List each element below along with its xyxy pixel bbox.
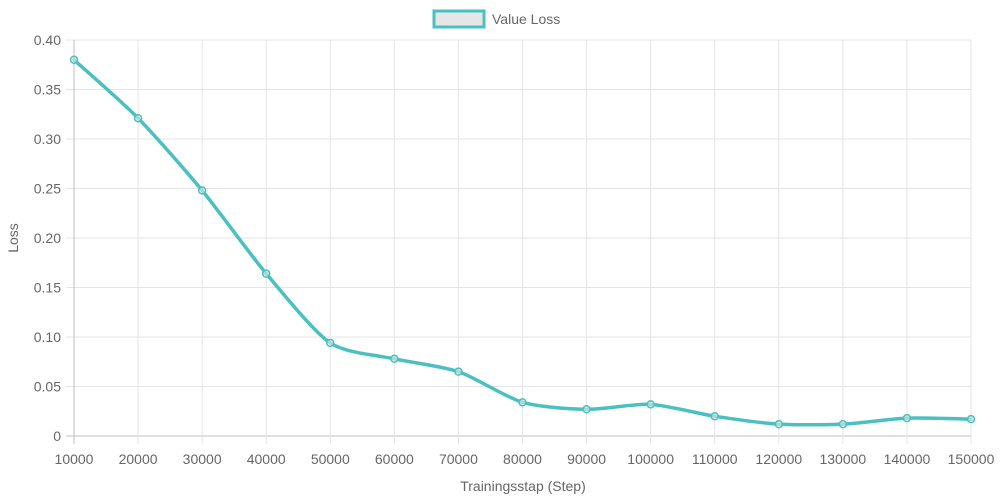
data-point — [69, 55, 79, 65]
x-tick-label: 140000 — [884, 451, 931, 467]
data-point — [838, 419, 848, 429]
x-axis-title: Trainingsstap (Step) — [460, 478, 586, 494]
x-tick-label: 100000 — [627, 451, 674, 467]
x-tick-label: 70000 — [439, 451, 478, 467]
data-point — [133, 113, 143, 123]
y-tick-label: 0.40 — [34, 32, 61, 48]
y-tick-label: 0.05 — [34, 379, 61, 395]
y-tick-label: 0.15 — [34, 280, 61, 296]
y-tick-label: 0.20 — [34, 230, 61, 246]
data-point — [326, 338, 335, 348]
x-tick-label: 130000 — [819, 451, 866, 467]
legend-swatch-value-loss[interactable] — [432, 9, 486, 29]
x-tick-label: 110000 — [692, 451, 738, 467]
x-tick-label: 80000 — [503, 451, 542, 467]
x-tick-label: 150000 — [948, 451, 995, 467]
series-layer — [69, 55, 976, 429]
legend-label-value-loss[interactable]: Value Loss — [492, 11, 560, 27]
y-tick-label: 0.25 — [34, 181, 61, 197]
axes: 0 0.05 0.10 0.15 0.20 0.25 0.30 0.35 0.40 10000 20… — [34, 32, 995, 467]
data-point — [966, 414, 976, 424]
x-tick-label: 60000 — [375, 451, 414, 467]
data-point — [261, 269, 271, 278]
x-tick-label: 40000 — [247, 451, 286, 467]
x-tick-label: 50000 — [311, 451, 350, 467]
series-line-value-loss — [72, 58, 973, 427]
y-tick-label: 0.10 — [34, 329, 61, 345]
data-point — [454, 367, 463, 376]
data-point — [774, 419, 784, 429]
data-point — [518, 398, 527, 407]
x-tick-label: 120000 — [755, 451, 802, 467]
y-tick-label: 0.35 — [34, 82, 61, 98]
data-point — [710, 411, 719, 421]
data-point — [902, 413, 912, 423]
y-tick-label: 0.30 — [34, 131, 61, 147]
data-point — [197, 186, 207, 195]
x-tick-label: 10000 — [55, 451, 94, 467]
x-tick-label: 20000 — [119, 451, 158, 467]
y-axis-title: Loss — [5, 223, 21, 253]
x-tick-label: 30000 — [183, 451, 222, 467]
x-tick-label: 90000 — [567, 451, 606, 467]
grid — [66, 39, 972, 444]
data-point — [646, 400, 655, 409]
data-point — [582, 405, 591, 414]
y-tick-label: 0 — [53, 428, 61, 444]
legend[interactable]: Value Loss — [432, 9, 560, 29]
data-point — [390, 354, 399, 364]
